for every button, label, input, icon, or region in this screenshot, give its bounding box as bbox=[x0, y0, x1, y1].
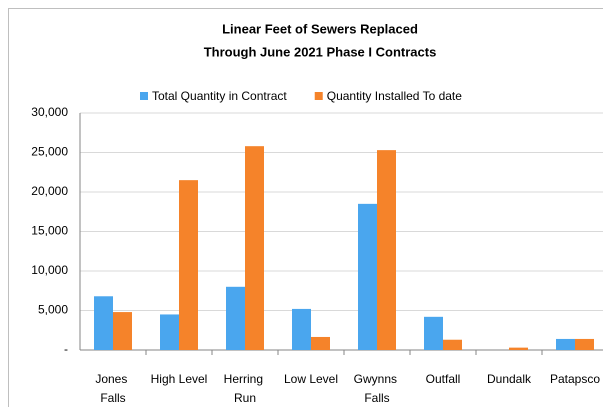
chart-subtitle: Through June 2021 Phase I Contracts bbox=[204, 44, 437, 59]
legend-label: Total Quantity in Contract bbox=[152, 89, 287, 103]
y-tick-label: 10,000 bbox=[31, 263, 68, 277]
y-tick-label: 5,000 bbox=[38, 303, 68, 317]
bar bbox=[377, 150, 396, 350]
x-tick-label: Gwynns Falls bbox=[354, 372, 401, 405]
bar bbox=[113, 312, 132, 350]
bar bbox=[94, 296, 113, 350]
legend-swatch bbox=[140, 92, 148, 100]
y-tick-label: 30,000 bbox=[31, 105, 68, 119]
bar bbox=[509, 347, 528, 350]
chart-title: Linear Feet of Sewers Replaced bbox=[222, 21, 418, 36]
y-tick-label: 25,000 bbox=[31, 145, 68, 159]
legend-swatch bbox=[314, 92, 323, 100]
y-tick-label: - bbox=[64, 342, 68, 356]
bar bbox=[179, 180, 198, 350]
bar bbox=[575, 338, 594, 350]
bar bbox=[556, 338, 575, 350]
bar bbox=[245, 146, 264, 350]
bar bbox=[443, 339, 462, 350]
x-tick-label: High Level bbox=[151, 372, 208, 386]
bar bbox=[358, 203, 377, 350]
x-tick-label: Outfall bbox=[426, 372, 461, 386]
y-tick-label: 15,000 bbox=[31, 224, 68, 238]
x-tick-label: Dundalk bbox=[487, 372, 532, 386]
legend-label: Quantity Installed To date bbox=[327, 89, 463, 103]
bar bbox=[311, 336, 330, 350]
bar bbox=[292, 308, 311, 350]
x-tick-label: Jones Falls bbox=[95, 372, 130, 405]
bar bbox=[160, 314, 179, 350]
bar bbox=[226, 286, 245, 350]
x-tick-label: Patapsco bbox=[550, 372, 600, 386]
x-tick-label: Low Level bbox=[284, 372, 338, 386]
x-tick-label: Herring Run bbox=[224, 372, 267, 405]
bar bbox=[424, 316, 443, 350]
y-tick-label: 20,000 bbox=[31, 184, 68, 198]
